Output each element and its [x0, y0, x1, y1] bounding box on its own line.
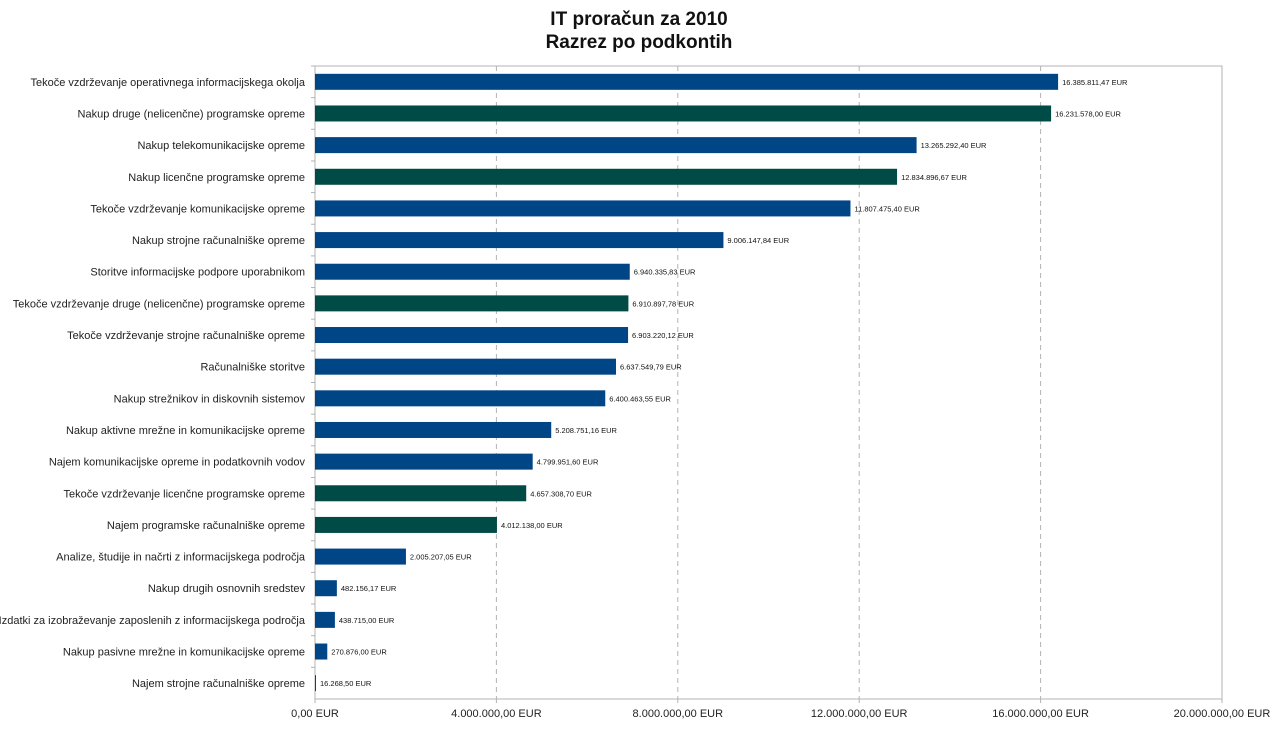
category-label: Nakup telekomunikacijske opreme: [137, 140, 305, 152]
value-label: 4.657.308,70 EUR: [530, 489, 592, 498]
bar: [315, 295, 629, 312]
value-label: 6.910.897,78 EUR: [632, 299, 694, 308]
value-label: 6.400.463,55 EUR: [609, 394, 671, 403]
category-label: Tekoče vzdrževanje licenčne programske o…: [63, 488, 305, 500]
x-tick-label: 4.000.000,00 EUR: [451, 708, 542, 720]
value-label: 6.637.549,79 EUR: [620, 363, 682, 372]
x-tick-label: 8.000.000,00 EUR: [633, 708, 724, 720]
value-label: 2.005.207,05 EUR: [410, 553, 472, 562]
value-label: 438.715,00 EUR: [339, 616, 395, 625]
category-label: Nakup licenčne programske opreme: [128, 172, 305, 184]
bar: [315, 516, 497, 533]
value-label: 16.231.578,00 EUR: [1055, 109, 1121, 118]
category-label: Tekoče vzdrževanje druge (nelicenčne) pr…: [13, 298, 305, 310]
bar: [315, 485, 527, 502]
bar: [315, 137, 917, 154]
value-label: 4.799.951,60 EUR: [537, 458, 599, 467]
bar: [315, 105, 1052, 122]
category-label: Najem komunikacijske opreme in podatkovn…: [49, 457, 306, 469]
category-label: Računalniške storitve: [200, 362, 305, 374]
chart-title: IT proračun za 2010: [550, 9, 728, 30]
bar: [315, 580, 337, 597]
value-label: 6.940.335,83 EUR: [634, 268, 696, 277]
bar: [315, 453, 533, 470]
bar: [315, 675, 316, 692]
x-tick-label: 16.000.000,00 EUR: [992, 708, 1089, 720]
value-label: 4.012.138,00 EUR: [501, 521, 563, 530]
category-label: Tekoče vzdrževanje strojne računalniške …: [67, 330, 305, 342]
value-label: 16.268,50 EUR: [320, 679, 372, 688]
value-label: 270.876,00 EUR: [331, 648, 387, 657]
bar: [315, 390, 606, 407]
category-label: Izdatki za izobraževanje zaposlenih z in…: [0, 615, 306, 627]
bar: [315, 611, 335, 628]
value-label: 16.385.811,47 EUR: [1062, 78, 1128, 87]
bar: [315, 327, 629, 344]
bar: [315, 263, 630, 280]
category-label: Nakup drugih osnovnih sredstev: [148, 583, 306, 595]
x-tick-label: 20.000.000,00 EUR: [1174, 708, 1271, 720]
category-label: Storitve informacijske podpore uporabnik…: [90, 267, 305, 279]
category-label: Nakup aktivne mrežne in komunikacijske o…: [66, 425, 305, 437]
value-label: 12.834.896,67 EUR: [901, 173, 967, 182]
category-label: Analize, študije in načrti z informacijs…: [56, 552, 306, 564]
category-label: Najem strojne računalniške opreme: [132, 678, 305, 690]
value-label: 6.903.220,12 EUR: [632, 331, 694, 340]
plot-area-border: [314, 65, 1223, 700]
bar: [315, 232, 724, 249]
category-label: Nakup druge (nelicenčne) programske opre…: [78, 108, 305, 120]
bar: [315, 421, 552, 438]
bar: [315, 358, 617, 375]
bar: [315, 168, 898, 185]
category-label: Tekoče vzdrževanje operativnega informac…: [30, 77, 305, 89]
value-label: 5.208.751,16 EUR: [555, 426, 617, 435]
value-label: 13.265.292,40 EUR: [921, 141, 987, 150]
chart-subtitle: Razrez po podkontih: [545, 32, 733, 53]
category-label: Najem programske računalniške opreme: [107, 520, 305, 532]
x-tick-label: 0,00 EUR: [291, 708, 339, 720]
value-label: 9.006.147,84 EUR: [727, 236, 789, 245]
bar: [315, 73, 1059, 90]
category-label: Nakup pasivne mrežne in komunikacijske o…: [63, 647, 305, 659]
category-label: Nakup strežnikov in diskovnih sistemov: [114, 393, 306, 405]
value-label: 482.156,17 EUR: [341, 584, 397, 593]
category-label: Tekoče vzdrževanje komunikacijske opreme: [90, 203, 305, 215]
bar: [315, 548, 406, 565]
bar: [315, 643, 328, 660]
x-tick-label: 12.000.000,00 EUR: [811, 708, 908, 720]
value-label: 11.807.475,40 EUR: [854, 204, 920, 213]
category-label: Nakup strojne računalniške opreme: [132, 235, 305, 247]
bar: [315, 200, 851, 217]
